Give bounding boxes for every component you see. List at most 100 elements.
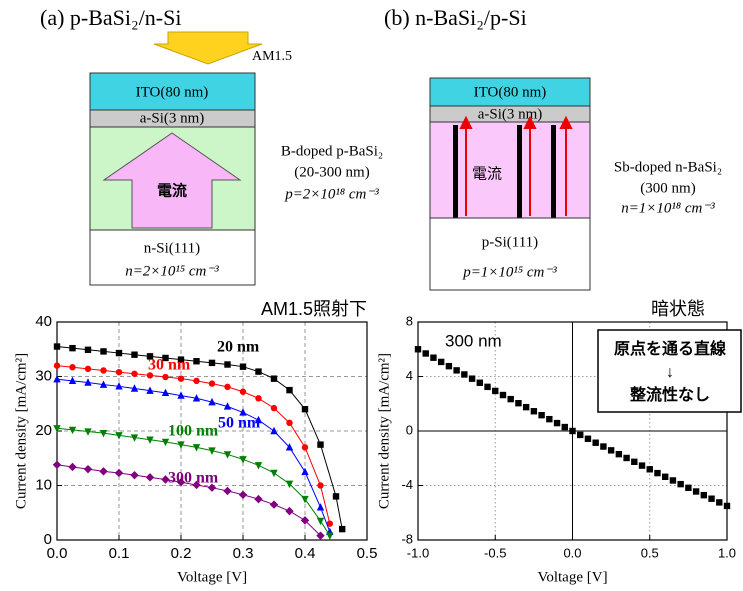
marker (130, 434, 139, 442)
y-tick-label: 10 (35, 476, 52, 493)
marker (177, 375, 185, 382)
marker (301, 495, 309, 504)
marker (685, 484, 692, 492)
marker (461, 371, 468, 378)
x-tick-label: 0.4 (295, 545, 316, 562)
y-axis-label: Current density [mA/cm²] (376, 353, 392, 509)
marker (161, 388, 170, 397)
marker (414, 346, 422, 353)
marker (255, 368, 262, 375)
plot-frame (417, 321, 728, 541)
marker (300, 516, 310, 525)
series-label: 300 nm (168, 470, 219, 487)
x-tick-label: 1.0 (718, 545, 736, 560)
marker (239, 363, 247, 370)
diagram-title: (a) p-BaSi₂/n-Si (40, 5, 182, 30)
marker (437, 358, 445, 366)
annotation-text: ↓ (666, 364, 674, 381)
marker (631, 458, 638, 465)
marker (84, 378, 92, 386)
marker (145, 473, 155, 482)
y-tick-label: 30 (35, 367, 52, 384)
marker (484, 383, 491, 391)
y-tick-label: 20 (35, 422, 52, 439)
marker (270, 404, 278, 412)
marker (223, 486, 232, 496)
marker (255, 395, 262, 402)
marker (162, 354, 169, 362)
marker (269, 500, 279, 509)
marker (177, 356, 185, 363)
layer-note: (20-300 nm) (294, 164, 369, 180)
marker (546, 415, 553, 423)
marker (453, 367, 460, 374)
marker (584, 435, 592, 442)
diagram-title: (b) n-BaSi₂/p-Si (384, 5, 527, 30)
marker (115, 349, 123, 357)
x-tick-label: 0.3 (233, 545, 254, 562)
marker (99, 380, 108, 388)
marker (84, 428, 92, 436)
marker (638, 462, 646, 469)
marker (301, 467, 309, 476)
marker (285, 443, 294, 451)
marker (677, 480, 684, 488)
marker (615, 450, 623, 458)
grain-boundary (551, 125, 556, 218)
grain-boundary (517, 125, 522, 218)
marker (69, 344, 76, 352)
series-label: 300 nm (445, 331, 502, 350)
marker (115, 432, 123, 440)
marker (130, 384, 139, 392)
chart-title: AM1.5照射下 (261, 299, 367, 319)
x-tick-label: 0.0 (563, 545, 581, 560)
marker (84, 365, 92, 373)
marker (193, 377, 200, 385)
marker (317, 482, 324, 489)
marker (285, 506, 294, 516)
ito-layer (89, 72, 256, 111)
current-arrows (459, 115, 573, 216)
marker (114, 468, 124, 478)
marker (53, 362, 61, 369)
marker (270, 426, 278, 435)
y-tick-label: 0 (406, 422, 413, 437)
current-label: 電流 (157, 181, 187, 199)
series-label: 20 nm (217, 339, 260, 356)
marker (723, 502, 731, 510)
marker (669, 477, 677, 484)
annotation-text: 原点を通る直線 (614, 339, 726, 358)
marker (99, 467, 108, 476)
marker (708, 495, 715, 502)
marker (208, 447, 216, 455)
marker (53, 375, 61, 383)
marker (301, 406, 309, 413)
y-tick-label: -4 (401, 477, 413, 492)
annotation-text: 整流性なし (629, 385, 710, 404)
layer-note: (300 nm) (640, 180, 695, 196)
marker (692, 488, 700, 495)
marker (239, 388, 247, 395)
marker (99, 429, 108, 438)
marker (192, 480, 201, 490)
layer-note: B-doped p-BaSi₂ (281, 143, 383, 159)
x-tick-label: -1.0 (407, 545, 429, 560)
x-axis-label: Voltage [V] (537, 569, 607, 585)
marker (146, 386, 154, 394)
marker (161, 475, 170, 484)
marker (238, 490, 248, 499)
marker (286, 419, 293, 427)
marker (654, 469, 661, 477)
marker (538, 411, 545, 419)
marker (646, 466, 653, 473)
layer-label: ITO(80 nm) (136, 84, 209, 100)
layer-label: n-Si(111) (144, 240, 200, 256)
marker (207, 483, 217, 492)
light-arrow (153, 31, 263, 65)
marker (208, 359, 216, 367)
marker (52, 460, 62, 469)
marker (332, 493, 340, 500)
marker (270, 469, 278, 478)
